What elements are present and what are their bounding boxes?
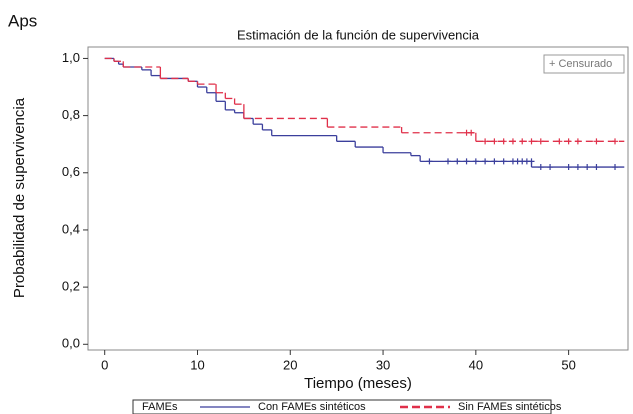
- censor-mark: [454, 158, 461, 165]
- x-tick-label: 50: [561, 357, 575, 372]
- x-tick-label: 30: [376, 357, 390, 372]
- x-tick-label: 0: [101, 357, 108, 372]
- y-tick-label: 0,6: [62, 164, 80, 179]
- censor-mark: [491, 158, 498, 165]
- censor-mark: [528, 158, 535, 165]
- censor-mark: [612, 164, 619, 171]
- censor-mark: [537, 164, 544, 171]
- chart-title: Estimación de la función de supervivenci…: [237, 27, 480, 42]
- censored-label: + Censurado: [549, 58, 612, 70]
- censor-mark: [574, 164, 581, 171]
- censor-mark: [593, 138, 600, 145]
- censor-mark: [565, 164, 572, 171]
- censor-mark: [519, 138, 526, 145]
- censor-mark: [482, 138, 489, 145]
- y-tick-label: 1,0: [62, 50, 80, 65]
- censor-mark: [547, 164, 554, 171]
- censored-box: [543, 54, 625, 74]
- censor-mark: [537, 138, 544, 145]
- censor-mark: [445, 158, 451, 165]
- censor-mark: [500, 158, 507, 165]
- censor-mark: [565, 138, 572, 145]
- censor-mark: [482, 158, 489, 165]
- censor-mark: [500, 138, 507, 145]
- censor-mark: [593, 164, 600, 171]
- censor-mark: [556, 138, 563, 145]
- y-tick-label: 0,4: [62, 221, 80, 236]
- censor-mark: [528, 138, 535, 145]
- legend-label: Con FAMEs sintéticos: [258, 401, 366, 413]
- legend-title: FAMEs: [142, 401, 178, 413]
- censor-mark: [574, 138, 581, 145]
- x-tick-label: 20: [283, 357, 297, 372]
- censor-mark: [491, 138, 498, 145]
- plot-frame: [87, 46, 629, 351]
- x-tick-label: 10: [190, 357, 204, 372]
- legend-box: [132, 399, 552, 414]
- y-tick-label: 0,2: [62, 279, 80, 294]
- y-tick-label: 0,8: [62, 107, 80, 122]
- panel-label: Aps: [8, 11, 37, 30]
- x-axis-label: Tiempo (meses): [304, 375, 412, 392]
- censor-mark: [463, 158, 470, 165]
- censor-mark: [426, 158, 433, 165]
- censor-mark: [468, 129, 475, 136]
- y-axis-label: Probabilidad de supervivencia: [11, 97, 28, 298]
- censor-mark: [509, 138, 516, 145]
- censor-mark: [612, 138, 619, 145]
- censor-mark: [584, 164, 591, 171]
- x-tick-label: 40: [469, 357, 483, 372]
- y-tick-label: 0,0: [62, 336, 80, 351]
- legend-label: Sin FAMEs sintéticos: [458, 401, 562, 413]
- censor-mark: [472, 158, 479, 165]
